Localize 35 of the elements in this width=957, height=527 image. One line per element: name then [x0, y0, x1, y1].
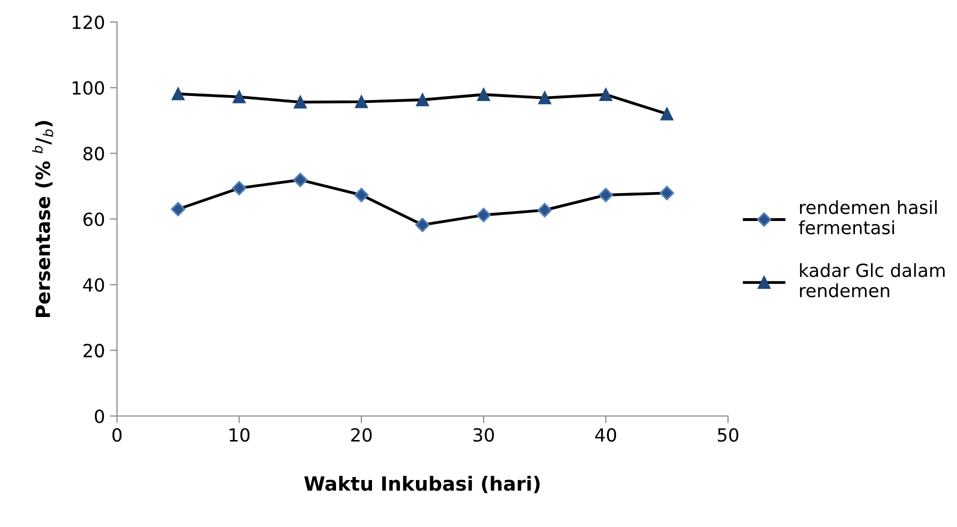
x-tick-label: 50: [718, 428, 738, 442]
point: [598, 188, 614, 202]
y-tick-label: 0: [94, 409, 104, 424]
point: [660, 186, 674, 200]
point: [354, 188, 369, 202]
x-axis-title: Waktu Inkubasi (hari): [304, 476, 540, 494]
point: [170, 202, 186, 216]
x-tick-label: 0: [112, 428, 122, 442]
point: [599, 88, 612, 101]
legend-label: kadar Glc dalam rendemen: [800, 263, 945, 298]
point: [538, 91, 552, 104]
point: [477, 88, 490, 101]
point: [294, 96, 307, 109]
y-axis-title: Persentase (% $^{b}$/$_{b}$): [32, 121, 54, 317]
point: [172, 88, 184, 100]
y-tick-label: 80: [83, 146, 104, 160]
point: [293, 172, 308, 188]
y-tick-label: 120: [72, 15, 104, 30]
point: [415, 218, 430, 232]
y-tick-label: 60: [83, 212, 104, 226]
x-tick-label: 10: [230, 428, 250, 442]
y-tick-label: 40: [83, 278, 104, 292]
point: [232, 180, 246, 196]
point: [660, 108, 674, 120]
point: [476, 208, 491, 222]
legend-label: rendemen hasil fermentasi: [798, 200, 937, 234]
y-tick-label: 20: [84, 344, 104, 358]
y-tick-label: 100: [72, 81, 104, 95]
point: [355, 95, 368, 108]
x-tick-label: 30: [473, 428, 494, 442]
x-tick-label: 20: [351, 428, 372, 442]
point: [537, 202, 552, 218]
point: [232, 90, 246, 104]
x-tick-label: 40: [595, 428, 616, 442]
point: [416, 93, 429, 106]
